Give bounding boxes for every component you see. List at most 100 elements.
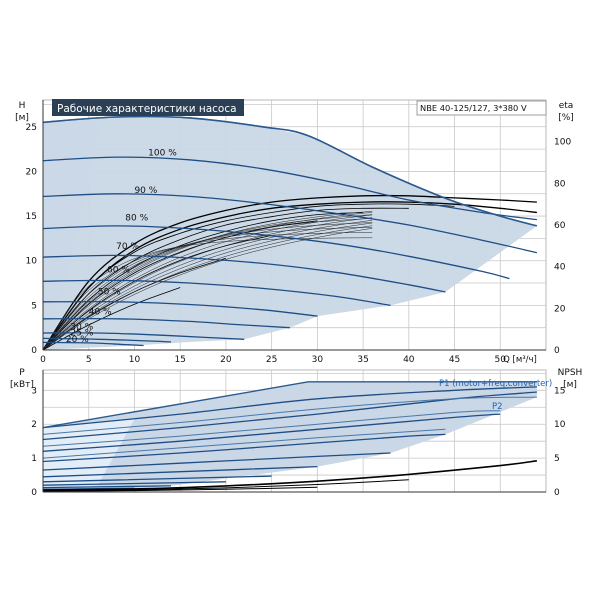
p1-curve xyxy=(43,391,537,441)
npsh-axis-unit: [м] xyxy=(563,380,577,390)
efficiency-fan-line xyxy=(43,232,373,350)
speed-curve xyxy=(43,156,537,221)
efficiency-curve xyxy=(43,203,455,350)
speed-curve xyxy=(43,225,510,280)
speed-curve xyxy=(43,341,144,347)
p1-curve xyxy=(43,433,446,463)
speed-curves xyxy=(43,115,538,347)
p2-curve xyxy=(43,396,537,435)
p1-curves xyxy=(43,386,537,490)
y2-tick-label: 20 xyxy=(554,304,566,314)
p1-curve xyxy=(43,386,537,429)
speed-curve xyxy=(43,317,290,329)
speed-curve xyxy=(43,337,172,343)
y-tick-label: 25 xyxy=(26,123,37,133)
efficiency-curve xyxy=(43,207,409,350)
eta-axis-title: eta xyxy=(559,101,574,111)
speed-label: 25 % xyxy=(70,329,93,339)
x-tick-label: 50 xyxy=(495,355,507,365)
efficiency-fan-line xyxy=(43,225,373,350)
model-background xyxy=(416,100,547,116)
p-tick-label: 1 xyxy=(31,454,37,464)
h-q-chart-area: 110 %100 %90 %80 %70 %60 %50 %40 %30 %25… xyxy=(15,99,574,365)
y-tick-label: 10 xyxy=(26,257,38,267)
model-box: NBE 40-125/127, 3*380 V xyxy=(416,100,547,116)
p1-curve xyxy=(43,481,226,486)
npsh-low-curve xyxy=(43,486,318,492)
speed-label: 90 % xyxy=(134,186,157,196)
power-npsh-chart-area: 0 1 2 3 0 5 10 15 P [кВт] NPSH [м] P1 (motor+freq.co… xyxy=(10,368,582,498)
speed-label: 20 % xyxy=(66,335,89,345)
p1-annotation: P1 (motor+freq.converter) xyxy=(439,379,552,389)
x-tick-label: 25 xyxy=(266,355,277,365)
efficiency-fan-line xyxy=(43,210,373,350)
npsh-axis-title: NPSH xyxy=(558,368,583,378)
p2-curves xyxy=(43,396,537,459)
y-tick-label: 0 xyxy=(31,346,37,356)
efficiency-fan-line xyxy=(43,217,373,350)
efficiency-fan-line xyxy=(43,212,373,350)
eta-axis-unit: [%] xyxy=(558,113,574,123)
x-tick-label: 40 xyxy=(403,355,415,365)
speed-label: 70 % xyxy=(116,242,139,252)
y2-tick-label: 100 xyxy=(554,138,571,148)
x-tick-label: 35 xyxy=(357,355,368,365)
npsh-tick-label: 0 xyxy=(554,488,560,498)
speed-curve xyxy=(43,254,446,293)
npsh-tick-label: 5 xyxy=(554,454,560,464)
power-envelope-edge xyxy=(43,381,537,429)
speed-label: 80 % xyxy=(125,214,148,224)
y-tick-label: 5 xyxy=(31,301,37,311)
p-axis-title: P xyxy=(19,368,25,378)
x-tick-label: 5 xyxy=(86,355,92,365)
x-tick-label: 45 xyxy=(449,355,460,365)
speed-label: 30 % xyxy=(70,322,93,332)
efficiency-curve xyxy=(43,194,537,350)
efficiency-curve xyxy=(43,235,272,350)
h-axis-unit: [м] xyxy=(15,113,29,123)
efficiency-fan-line xyxy=(43,226,373,350)
speed-label: 100 % xyxy=(148,148,177,158)
max-speed-curve xyxy=(43,115,538,227)
y-tick-label: 20 xyxy=(26,167,38,177)
pump-model: NBE 40-125/127, 3*380 V xyxy=(420,103,527,113)
p2-annotation: P2 xyxy=(492,402,503,412)
p1-curve xyxy=(43,465,318,478)
y2-tick-label: 80 xyxy=(554,179,566,189)
p-axis-unit: [кВт] xyxy=(10,380,34,390)
efficiency-curve xyxy=(43,212,364,350)
speed-curve xyxy=(43,332,245,340)
p-tick-label: 2 xyxy=(31,420,37,430)
y2-tick-label: 60 xyxy=(554,221,566,231)
p1-curve xyxy=(43,413,501,452)
y2-tick-label: 40 xyxy=(554,263,566,273)
x-tick-label: 10 xyxy=(129,355,141,365)
x-tick-label: 0 xyxy=(40,355,46,365)
p2-curve xyxy=(43,428,446,459)
x-tick-label: 15 xyxy=(174,355,185,365)
efficiency-fan-line xyxy=(43,237,373,350)
p-tick-label: 0 xyxy=(31,488,37,498)
power-axes: 0 1 2 3 0 5 10 15 P [кВт] NPSH [м] P1 (motor+freq.co… xyxy=(10,368,582,498)
npsh-tick-label: 15 xyxy=(554,386,565,396)
h-axis-title: H xyxy=(19,101,26,111)
chart-labels: Рабочие характеристики насоса NBE 40-125/… xyxy=(52,99,547,116)
efficiency-fan-line xyxy=(43,228,373,350)
p2-curve xyxy=(43,410,501,447)
x-tick-label: 30 xyxy=(312,355,324,365)
title-box: Рабочие характеристики насоса xyxy=(52,99,244,116)
npsh-curve xyxy=(43,460,538,491)
npsh-low-curve xyxy=(43,479,409,492)
main-plot-content xyxy=(43,115,538,350)
p1-curve xyxy=(43,485,172,489)
efficiency-curves xyxy=(43,194,537,350)
npsh-curves xyxy=(43,460,538,492)
p1-curve xyxy=(43,475,272,483)
p1-curve xyxy=(43,452,391,471)
npsh-tick-label: 10 xyxy=(554,420,566,430)
q-axis-title: Q [м³/ч] xyxy=(503,355,537,365)
power-plot-content xyxy=(43,381,538,492)
efficiency-fan-line xyxy=(43,220,373,350)
